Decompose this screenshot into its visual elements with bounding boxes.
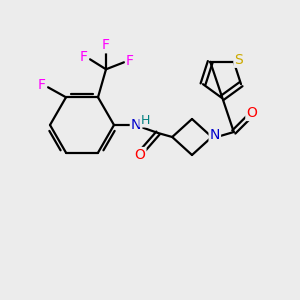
Text: F: F — [102, 38, 110, 52]
Text: F: F — [126, 54, 134, 68]
Text: H: H — [140, 113, 150, 127]
Text: O: O — [135, 148, 146, 162]
Text: N: N — [210, 128, 220, 142]
Text: S: S — [234, 53, 243, 67]
Text: F: F — [38, 78, 46, 92]
Text: O: O — [246, 106, 257, 120]
Text: F: F — [80, 50, 88, 64]
Text: N: N — [131, 118, 141, 132]
